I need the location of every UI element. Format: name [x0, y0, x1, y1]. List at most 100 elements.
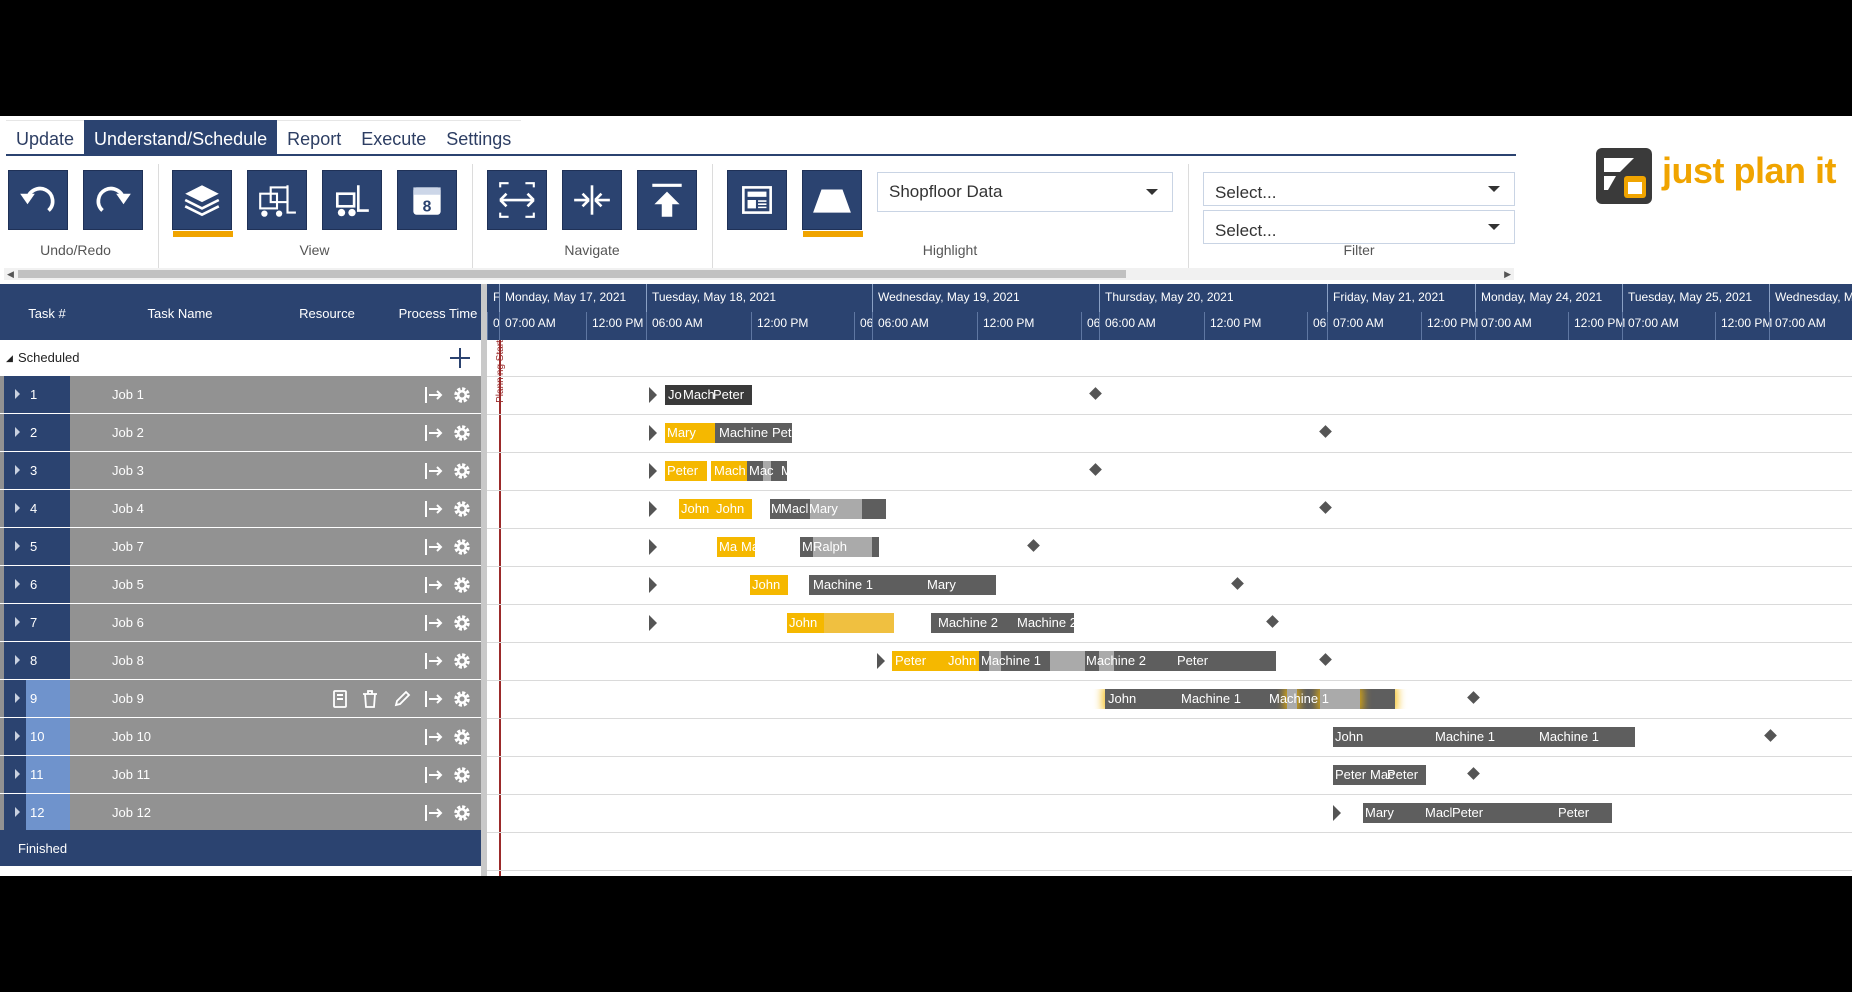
layers-view-button[interactable] — [172, 170, 233, 237]
shape-highlight-button[interactable] — [802, 170, 863, 237]
copy-icon[interactable] — [330, 688, 352, 710]
expand-row-icon[interactable] — [4, 794, 26, 831]
tab-understand-schedule[interactable]: Understand/Schedule — [84, 120, 278, 155]
move-to-icon[interactable] — [423, 498, 445, 520]
operation-segment[interactable] — [1333, 765, 1426, 785]
move-to-icon[interactable] — [423, 536, 445, 558]
gear-icon[interactable] — [451, 498, 473, 520]
calendar-view-button[interactable]: 8 — [397, 170, 457, 230]
table-row[interactable]: 2 Job 2 — [0, 414, 481, 452]
column-header-task-number[interactable]: Task # — [28, 306, 66, 321]
report-highlight-button[interactable] — [727, 170, 787, 230]
move-to-icon[interactable] — [423, 650, 445, 672]
tab-report[interactable]: Report — [277, 120, 352, 155]
operation-segment[interactable] — [665, 385, 752, 405]
tab-update[interactable]: Update — [6, 120, 85, 155]
operation-segment[interactable] — [665, 461, 707, 481]
operation-segment[interactable] — [824, 613, 894, 633]
gantt-bar[interactable]: Peter John Machine 1 Machine 2 Peter — [487, 651, 1852, 671]
gantt-bar[interactable]: John Machine 1 Machine 1 — [487, 689, 1852, 709]
delete-icon[interactable] — [359, 688, 381, 710]
table-row[interactable]: 3 Job 3 — [0, 452, 481, 490]
move-to-icon[interactable] — [423, 574, 445, 596]
gear-icon[interactable] — [451, 802, 473, 824]
table-row[interactable]: 6 Job 5 — [0, 566, 481, 604]
move-to-icon[interactable] — [423, 764, 445, 786]
operation-segment[interactable] — [1050, 651, 1085, 671]
expand-row-icon[interactable] — [4, 604, 26, 641]
pane-splitter[interactable] — [481, 284, 487, 876]
jump-to-top-button[interactable] — [637, 170, 697, 230]
operation-segment[interactable] — [763, 461, 771, 481]
gear-icon[interactable] — [451, 460, 473, 482]
move-to-icon[interactable] — [423, 802, 445, 824]
operation-segment[interactable] — [810, 499, 862, 519]
operation-segment[interactable] — [1287, 689, 1297, 709]
operation-segment[interactable] — [750, 575, 788, 595]
expand-row-icon[interactable] — [4, 642, 26, 679]
operation-segment[interactable] — [1099, 651, 1114, 671]
column-header-task-name[interactable]: Task Name — [147, 306, 213, 321]
move-to-icon[interactable] — [423, 688, 445, 710]
gantt-bar[interactable]: John Machine 2 Machine 2 — [487, 613, 1852, 633]
table-row[interactable]: 5 Job 7 — [0, 528, 481, 566]
operation-segment[interactable] — [1333, 727, 1635, 747]
multi-resource-view-button[interactable] — [247, 170, 307, 230]
expand-row-icon[interactable] — [4, 376, 26, 413]
gear-icon[interactable] — [451, 422, 473, 444]
move-to-icon[interactable] — [423, 460, 445, 482]
expand-row-icon[interactable] — [4, 528, 26, 565]
operation-segment[interactable] — [989, 651, 1001, 671]
expand-row-icon[interactable] — [4, 490, 26, 527]
tab-execute[interactable]: Execute — [351, 120, 437, 155]
table-row[interactable]: 1 Job 1 — [0, 376, 481, 414]
scheduled-group-row[interactable]: ◢ Scheduled — [0, 340, 481, 377]
gear-icon[interactable] — [451, 650, 473, 672]
gear-icon[interactable] — [451, 384, 473, 406]
move-to-icon[interactable] — [423, 384, 445, 406]
collapse-icon[interactable]: ◢ — [6, 353, 13, 363]
table-row[interactable]: 4 Job 4 — [0, 490, 481, 528]
compress-timeline-button[interactable] — [562, 170, 622, 230]
add-task-icon[interactable] — [446, 344, 474, 372]
gear-icon[interactable] — [451, 536, 473, 558]
filter-select-1[interactable]: Select... — [1203, 172, 1515, 206]
gantt-bar[interactable]: Mary Macl Peter Peter — [487, 803, 1852, 823]
table-row[interactable]: 7 Job 6 — [0, 604, 481, 642]
column-header-resource[interactable]: Resource — [299, 306, 355, 321]
expand-row-icon[interactable] — [4, 414, 26, 451]
table-row[interactable]: 12 Job 12 — [0, 794, 481, 832]
table-row[interactable]: 10 Job 10 — [0, 718, 481, 756]
operation-segment[interactable] — [809, 575, 996, 595]
gantt-bar[interactable]: John Machine 1 Machine 1 — [487, 727, 1852, 747]
table-row[interactable]: 11 Job 11 — [0, 756, 481, 794]
operation-segment[interactable] — [717, 537, 755, 557]
gantt-bar[interactable]: Peter Mach Mac Mary — [487, 461, 1852, 481]
resource-view-button[interactable] — [322, 170, 382, 230]
finished-group-row[interactable]: Finished — [0, 830, 481, 866]
move-to-icon[interactable] — [423, 422, 445, 444]
gantt-bar[interactable]: John John M Macl Mary — [487, 499, 1852, 519]
gear-icon[interactable] — [451, 688, 473, 710]
operation-segment[interactable] — [679, 499, 752, 519]
operation-segment[interactable] — [665, 423, 715, 443]
scrollbar-thumb[interactable] — [18, 270, 1126, 278]
filter-select-2[interactable]: Select... — [1203, 210, 1515, 244]
expand-row-icon[interactable] — [4, 680, 26, 717]
expand-timeline-button[interactable] — [487, 170, 547, 230]
move-to-icon[interactable] — [423, 726, 445, 748]
column-header-process-time[interactable]: Process Time — [398, 306, 478, 321]
operation-segment[interactable] — [931, 613, 1074, 633]
tab-settings[interactable]: Settings — [436, 120, 522, 155]
gear-icon[interactable] — [451, 612, 473, 634]
operation-segment[interactable] — [813, 537, 872, 557]
expand-row-icon[interactable] — [4, 756, 26, 793]
gear-icon[interactable] — [451, 574, 473, 596]
gantt-bar[interactable]: John Machine 1 Mary — [487, 575, 1852, 595]
scroll-right-arrow-icon[interactable]: ▶ — [1504, 269, 1511, 279]
expand-row-icon[interactable] — [4, 566, 26, 603]
operation-segment[interactable] — [715, 423, 792, 443]
gantt-bar[interactable]: Ma Ma M Ralph — [487, 537, 1852, 557]
expand-row-icon[interactable] — [4, 718, 26, 755]
gantt-bar[interactable]: Jo Mach Peter — [487, 385, 1852, 405]
